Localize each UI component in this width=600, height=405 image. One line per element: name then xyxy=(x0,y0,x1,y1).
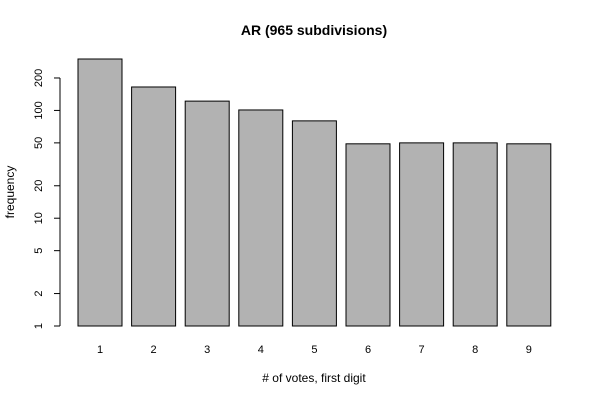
x-tick-label: 6 xyxy=(365,344,371,356)
y-tick-label: 100 xyxy=(33,101,45,119)
y-tick-label: 2 xyxy=(33,290,45,296)
y-tick-label: 10 xyxy=(33,212,45,224)
bar-digit-7 xyxy=(399,142,445,327)
x-tick-label: 1 xyxy=(97,344,103,356)
y-axis-title: frequency xyxy=(3,166,17,219)
x-tick-label: 8 xyxy=(472,344,478,356)
y-tick-label: 1 xyxy=(33,323,45,329)
x-tick-label: 4 xyxy=(258,344,264,356)
x-tick-label: 7 xyxy=(419,344,425,356)
y-tick-label: 5 xyxy=(33,248,45,254)
bar-digit-4 xyxy=(238,109,284,327)
bar-digit-6 xyxy=(345,143,391,327)
x-axis-title: # of votes, first digit xyxy=(262,371,366,385)
x-tick-label: 3 xyxy=(204,344,210,356)
x-tick-label: 2 xyxy=(151,344,157,356)
y-axis: 1 2 5 10 20 50 100 200 xyxy=(33,69,61,329)
x-tick-label: 9 xyxy=(526,344,532,356)
x-tick-label: 5 xyxy=(311,344,317,356)
chart-title: AR (965 subdivisions) xyxy=(241,22,387,38)
bar-digit-9 xyxy=(506,143,552,327)
bar-digit-1 xyxy=(77,58,123,327)
bar-digit-2 xyxy=(131,86,177,327)
bar-digit-8 xyxy=(452,142,498,327)
y-tick-label: 20 xyxy=(33,180,45,192)
y-tick-label: 200 xyxy=(33,69,45,87)
bar-digit-5 xyxy=(291,120,337,327)
bar-digit-3 xyxy=(184,100,230,327)
bars-group xyxy=(77,58,552,327)
x-axis-labels: 1 2 3 4 5 6 7 8 9 xyxy=(97,344,532,356)
y-tick-label: 50 xyxy=(33,137,45,149)
